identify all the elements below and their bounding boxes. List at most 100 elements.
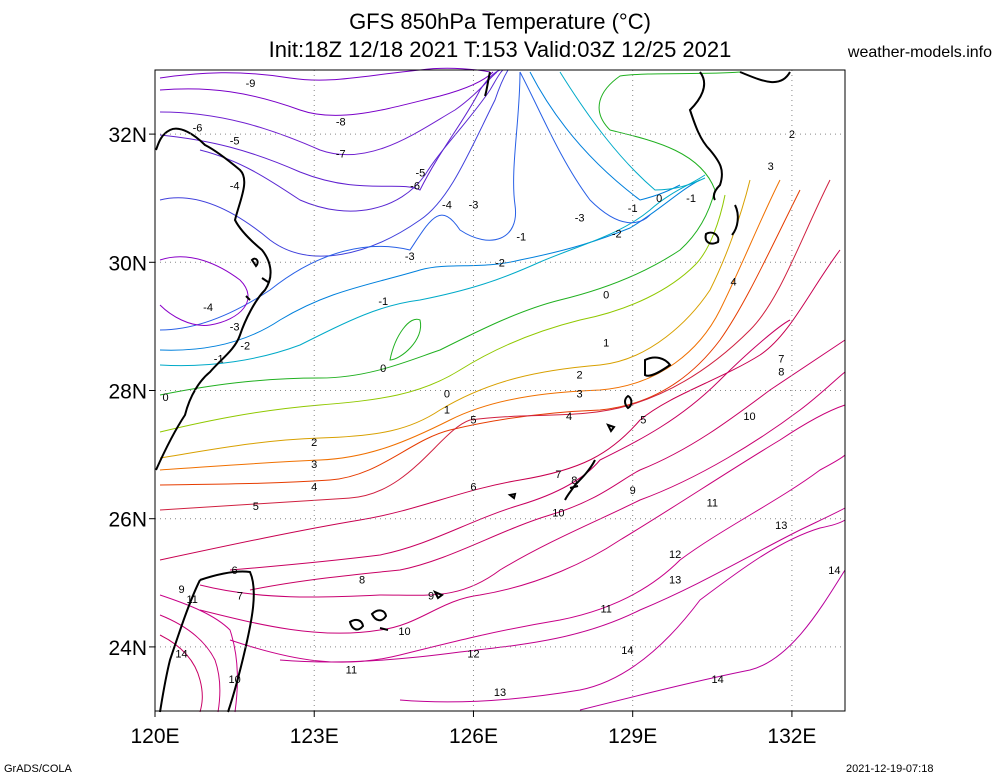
contour-label-66: 10 bbox=[743, 411, 755, 423]
contour-label-24: 0 bbox=[380, 363, 386, 375]
contour-label-11: -1 bbox=[516, 232, 526, 244]
axis-ticks: 120E 123E 126E 129E 132E 24N 26N 28N 30N 32N bbox=[108, 124, 816, 748]
x-tick-label-4: 132E bbox=[767, 725, 816, 748]
isotherm-plus5 bbox=[159, 179, 831, 511]
contour-label-45: 13 bbox=[775, 520, 787, 532]
contour-label-68: 3 bbox=[768, 161, 774, 173]
contour-label-23: -1 bbox=[214, 353, 224, 365]
coastlines bbox=[155, 71, 791, 713]
isotherm-plus11 bbox=[229, 454, 846, 663]
isotherm-plus13 bbox=[399, 519, 846, 703]
isotherm-minus9 bbox=[159, 67, 491, 81]
isotherm-minus1-b bbox=[559, 71, 706, 191]
tanegashima-island bbox=[731, 204, 739, 236]
contour-label-21: -3 bbox=[230, 321, 240, 333]
okinoerabu-island bbox=[606, 423, 616, 433]
isotherm-plus8 bbox=[249, 339, 846, 591]
contour-label-43: 11 bbox=[707, 498, 718, 510]
contour-label-41: 9 bbox=[630, 485, 636, 497]
contour-label-46: 13 bbox=[669, 575, 681, 587]
isotherm-plus2 bbox=[159, 179, 751, 459]
isotherm-plus1 bbox=[159, 194, 726, 433]
contour-label-32: 5 bbox=[470, 414, 476, 426]
contour-lines bbox=[159, 67, 846, 713]
contour-labels: -9-8-7-6-5-4-5-6-4 -3-3-1-2-3-2-10 -10-1-4… bbox=[163, 78, 841, 699]
contour-label-25: 0 bbox=[444, 389, 450, 401]
contour-label-14: -2 bbox=[612, 228, 622, 240]
contour-label-33: 5 bbox=[640, 414, 646, 426]
contour-label-19: -1 bbox=[378, 296, 388, 308]
contour-label-7: -6 bbox=[410, 180, 420, 192]
isotherm-south-china bbox=[159, 256, 249, 326]
contour-label-55: 11 bbox=[346, 664, 357, 676]
contour-label-62: 10 bbox=[228, 674, 240, 686]
contour-label-61: 14 bbox=[175, 648, 187, 660]
contour-label-31: 4 bbox=[566, 411, 572, 423]
contour-label-6: -5 bbox=[415, 168, 425, 180]
x-tick-label-0: 120E bbox=[130, 725, 179, 748]
contour-label-57: 6 bbox=[232, 565, 238, 577]
contour-label-16: 0 bbox=[656, 193, 662, 205]
kume-island bbox=[507, 492, 517, 500]
isotherm-zero bbox=[159, 71, 741, 396]
contour-label-0: -9 bbox=[246, 78, 256, 90]
contour-label-51: 11 bbox=[600, 603, 611, 615]
contour-label-39: 7 bbox=[555, 469, 561, 481]
contour-label-10: -3 bbox=[405, 251, 415, 263]
isotherm-minus1 bbox=[159, 174, 706, 367]
contour-label-28: 1 bbox=[603, 337, 609, 349]
x-tick-label-3: 129E bbox=[608, 725, 657, 748]
miyako-island bbox=[432, 590, 444, 600]
contour-label-29: 2 bbox=[577, 369, 583, 381]
isotherm-taiwan-b bbox=[159, 614, 221, 713]
y-tick-label-3: 30N bbox=[108, 252, 147, 275]
y-tick-label-0: 24N bbox=[108, 637, 147, 660]
y-tick-label-4: 32N bbox=[108, 124, 147, 147]
contour-label-17: -1 bbox=[686, 193, 696, 205]
contour-label-56: 13 bbox=[494, 687, 506, 699]
contour-label-44: 12 bbox=[669, 549, 681, 561]
contour-label-26: 0 bbox=[163, 392, 169, 404]
isotherm-zero-island bbox=[389, 318, 422, 361]
contour-label-58: 7 bbox=[237, 591, 243, 603]
footer-left: GrADS/COLA bbox=[4, 763, 72, 775]
map-grid bbox=[154, 70, 845, 711]
contour-label-35: 3 bbox=[311, 459, 317, 471]
contour-label-64: 7 bbox=[778, 353, 784, 365]
taiwan-coast bbox=[159, 570, 255, 713]
footer-right: 2021-12-19-07:18 bbox=[846, 763, 934, 775]
contour-label-48: 8 bbox=[359, 575, 365, 587]
contour-label-3: -6 bbox=[193, 123, 203, 135]
contour-label-59: 9 bbox=[178, 584, 184, 596]
contour-label-22: -2 bbox=[240, 341, 250, 353]
contour-label-8: -4 bbox=[442, 200, 452, 212]
chart-title: GFS 850hPa Temperature (°C) bbox=[349, 9, 651, 34]
contour-label-54: 12 bbox=[467, 648, 479, 660]
contour-label-1: -8 bbox=[336, 116, 346, 128]
source-label: weather-models.info bbox=[847, 44, 992, 61]
isotherm-minus2-b bbox=[529, 71, 681, 201]
isotherm-minus3-b bbox=[519, 71, 651, 224]
okinawa-island bbox=[564, 459, 596, 501]
contour-label-30: 3 bbox=[577, 389, 583, 401]
isotherm-plus3 bbox=[159, 179, 781, 471]
isotherm-minus3 bbox=[159, 71, 521, 331]
isotherm-plus9 bbox=[199, 371, 846, 598]
isotherm-minus2 bbox=[159, 179, 701, 351]
contour-label-5: -4 bbox=[230, 180, 240, 192]
x-tick-label-2: 126E bbox=[449, 725, 498, 748]
contour-label-42: 10 bbox=[552, 507, 564, 519]
y-tick-label-1: 26N bbox=[108, 509, 147, 532]
isotherm-minus7 bbox=[159, 71, 498, 156]
contour-label-52: 14 bbox=[621, 645, 633, 657]
ishigaki-island bbox=[348, 609, 389, 631]
isotherm-plus10 bbox=[199, 404, 846, 634]
contour-label-13: -3 bbox=[575, 212, 585, 224]
contour-label-37: 6 bbox=[470, 482, 476, 494]
isotherm-minus8 bbox=[159, 71, 494, 116]
contour-label-40: 8 bbox=[571, 475, 577, 487]
contour-label-67: 2 bbox=[789, 129, 795, 141]
contour-label-15: -1 bbox=[628, 203, 638, 215]
china-coast bbox=[155, 127, 272, 471]
